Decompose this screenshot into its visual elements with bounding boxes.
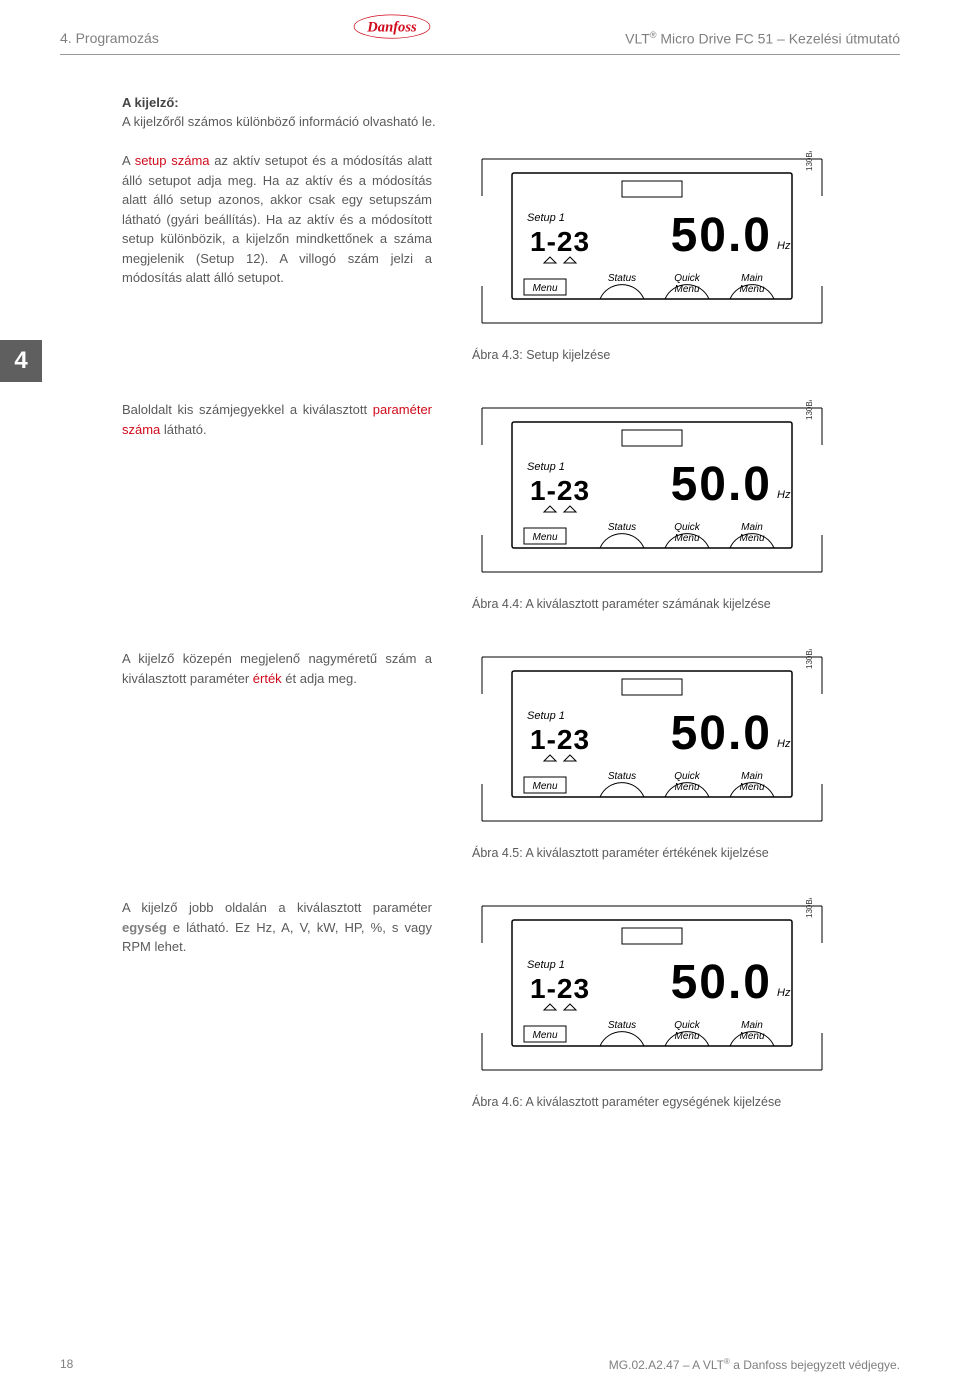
- figure-column: 130BA465.10 Setup 1 1-23 50.0 Hz Status …: [472, 151, 852, 334]
- header-doc-title: VLT® Micro Drive FC 51 – Kezelési útmuta…: [625, 30, 900, 47]
- page: 4. Programozás Danfoss VLT® Micro Drive …: [0, 0, 960, 1400]
- svg-text:50.0: 50.0: [671, 458, 772, 511]
- svg-text:1-23: 1-23: [530, 973, 590, 1004]
- footer-docref: MG.02.A2.47 – A VLT® a Danfoss bejegyzet…: [609, 1357, 900, 1372]
- danfoss-logo: Danfoss: [347, 12, 437, 47]
- svg-text:Menu: Menu: [739, 284, 764, 295]
- svg-text:Quick: Quick: [674, 771, 701, 782]
- svg-text:Menu: Menu: [674, 782, 699, 793]
- svg-text:Menu: Menu: [739, 1031, 764, 1042]
- content-row: A kijelző közepén megjelenő nagyméretű s…: [122, 649, 900, 832]
- figure-caption: Ábra 4.6: A kiválasztott paraméter egysé…: [472, 1095, 852, 1109]
- description-text: A kijelző jobb oldalán a kiválasztott pa…: [122, 898, 432, 957]
- svg-text:130BA462.10: 130BA462.10: [805, 898, 814, 918]
- svg-text:1-23: 1-23: [530, 724, 590, 755]
- display-figure: 130BA461.10 Setup 1 1-23 50.0 Hz Status …: [472, 400, 832, 580]
- header-section-title: 4. Programozás: [60, 30, 159, 46]
- description-text: A kijelző közepén megjelenő nagyméretű s…: [122, 649, 432, 688]
- svg-text:Hz: Hz: [777, 240, 791, 252]
- description-text: A setup száma az aktív setupot és a módo…: [122, 151, 432, 288]
- intro-text: A kijelzőről számos különböző információ…: [122, 114, 900, 129]
- content-area: A kijelző: A kijelzőről számos különböző…: [122, 95, 900, 1137]
- svg-text:Setup 1: Setup 1: [527, 959, 565, 971]
- svg-text:Menu: Menu: [532, 532, 557, 543]
- content-row: A kijelző jobb oldalán a kiválasztott pa…: [122, 898, 900, 1081]
- svg-text:Status: Status: [608, 771, 636, 782]
- figure-caption: Ábra 4.5: A kiválasztott paraméter érték…: [472, 846, 852, 860]
- svg-text:Menu: Menu: [674, 533, 699, 544]
- page-header: 4. Programozás Danfoss VLT® Micro Drive …: [60, 30, 900, 55]
- svg-text:Status: Status: [608, 273, 636, 284]
- page-number: 18: [60, 1357, 73, 1372]
- svg-text:Main: Main: [741, 273, 763, 284]
- figure-caption: Ábra 4.4: A kiválasztott paraméter számá…: [472, 597, 852, 611]
- svg-text:Menu: Menu: [739, 533, 764, 544]
- svg-text:Quick: Quick: [674, 273, 701, 284]
- svg-text:Main: Main: [741, 522, 763, 533]
- svg-text:Menu: Menu: [674, 1031, 699, 1042]
- svg-text:1-23: 1-23: [530, 226, 590, 257]
- svg-text:Main: Main: [741, 771, 763, 782]
- svg-text:50.0: 50.0: [671, 209, 772, 262]
- svg-text:Menu: Menu: [739, 782, 764, 793]
- svg-text:Setup 1: Setup 1: [527, 710, 565, 722]
- figure-caption: Ábra 4.3: Setup kijelzése: [472, 348, 852, 362]
- svg-text:Main: Main: [741, 1020, 763, 1031]
- svg-text:50.0: 50.0: [671, 707, 772, 760]
- figure-column: 130BA463.10 Setup 1 1-23 50.0 Hz Status …: [472, 649, 852, 832]
- svg-text:Hz: Hz: [777, 987, 791, 999]
- svg-text:130BA461.10: 130BA461.10: [805, 400, 814, 420]
- svg-text:Danfoss: Danfoss: [366, 20, 417, 36]
- display-figure: 130BA465.10 Setup 1 1-23 50.0 Hz Status …: [472, 151, 832, 331]
- svg-text:Menu: Menu: [674, 284, 699, 295]
- svg-text:Hz: Hz: [777, 738, 791, 750]
- svg-text:Status: Status: [608, 522, 636, 533]
- page-footer: 18 MG.02.A2.47 – A VLT® a Danfoss bejegy…: [60, 1357, 900, 1372]
- svg-text:130BA465.10: 130BA465.10: [805, 151, 814, 171]
- content-row: Baloldalt kis számjegyekkel a kiválaszto…: [122, 400, 900, 583]
- content-row: A setup száma az aktív setupot és a módo…: [122, 151, 900, 334]
- svg-text:Hz: Hz: [777, 489, 791, 501]
- svg-text:Menu: Menu: [532, 1030, 557, 1041]
- svg-text:Quick: Quick: [674, 1020, 701, 1031]
- svg-text:Menu: Menu: [532, 283, 557, 294]
- svg-text:50.0: 50.0: [671, 956, 772, 1009]
- description-text: Baloldalt kis számjegyekkel a kiválaszto…: [122, 400, 432, 439]
- svg-text:130BA463.10: 130BA463.10: [805, 649, 814, 669]
- svg-text:Setup 1: Setup 1: [527, 212, 565, 224]
- figure-column: 130BA461.10 Setup 1 1-23 50.0 Hz Status …: [472, 400, 852, 583]
- svg-text:Quick: Quick: [674, 522, 701, 533]
- svg-text:Setup 1: Setup 1: [527, 461, 565, 473]
- svg-text:Status: Status: [608, 1020, 636, 1031]
- svg-text:Menu: Menu: [532, 781, 557, 792]
- figure-column: 130BA462.10 Setup 1 1-23 50.0 Hz Status …: [472, 898, 852, 1081]
- display-figure: 130BA463.10 Setup 1 1-23 50.0 Hz Status …: [472, 649, 832, 829]
- intro-heading: A kijelző:: [122, 95, 900, 110]
- svg-text:1-23: 1-23: [530, 475, 590, 506]
- chapter-tab: 4: [0, 340, 42, 382]
- logo-container: Danfoss: [347, 12, 437, 50]
- display-figure: 130BA462.10 Setup 1 1-23 50.0 Hz Status …: [472, 898, 832, 1078]
